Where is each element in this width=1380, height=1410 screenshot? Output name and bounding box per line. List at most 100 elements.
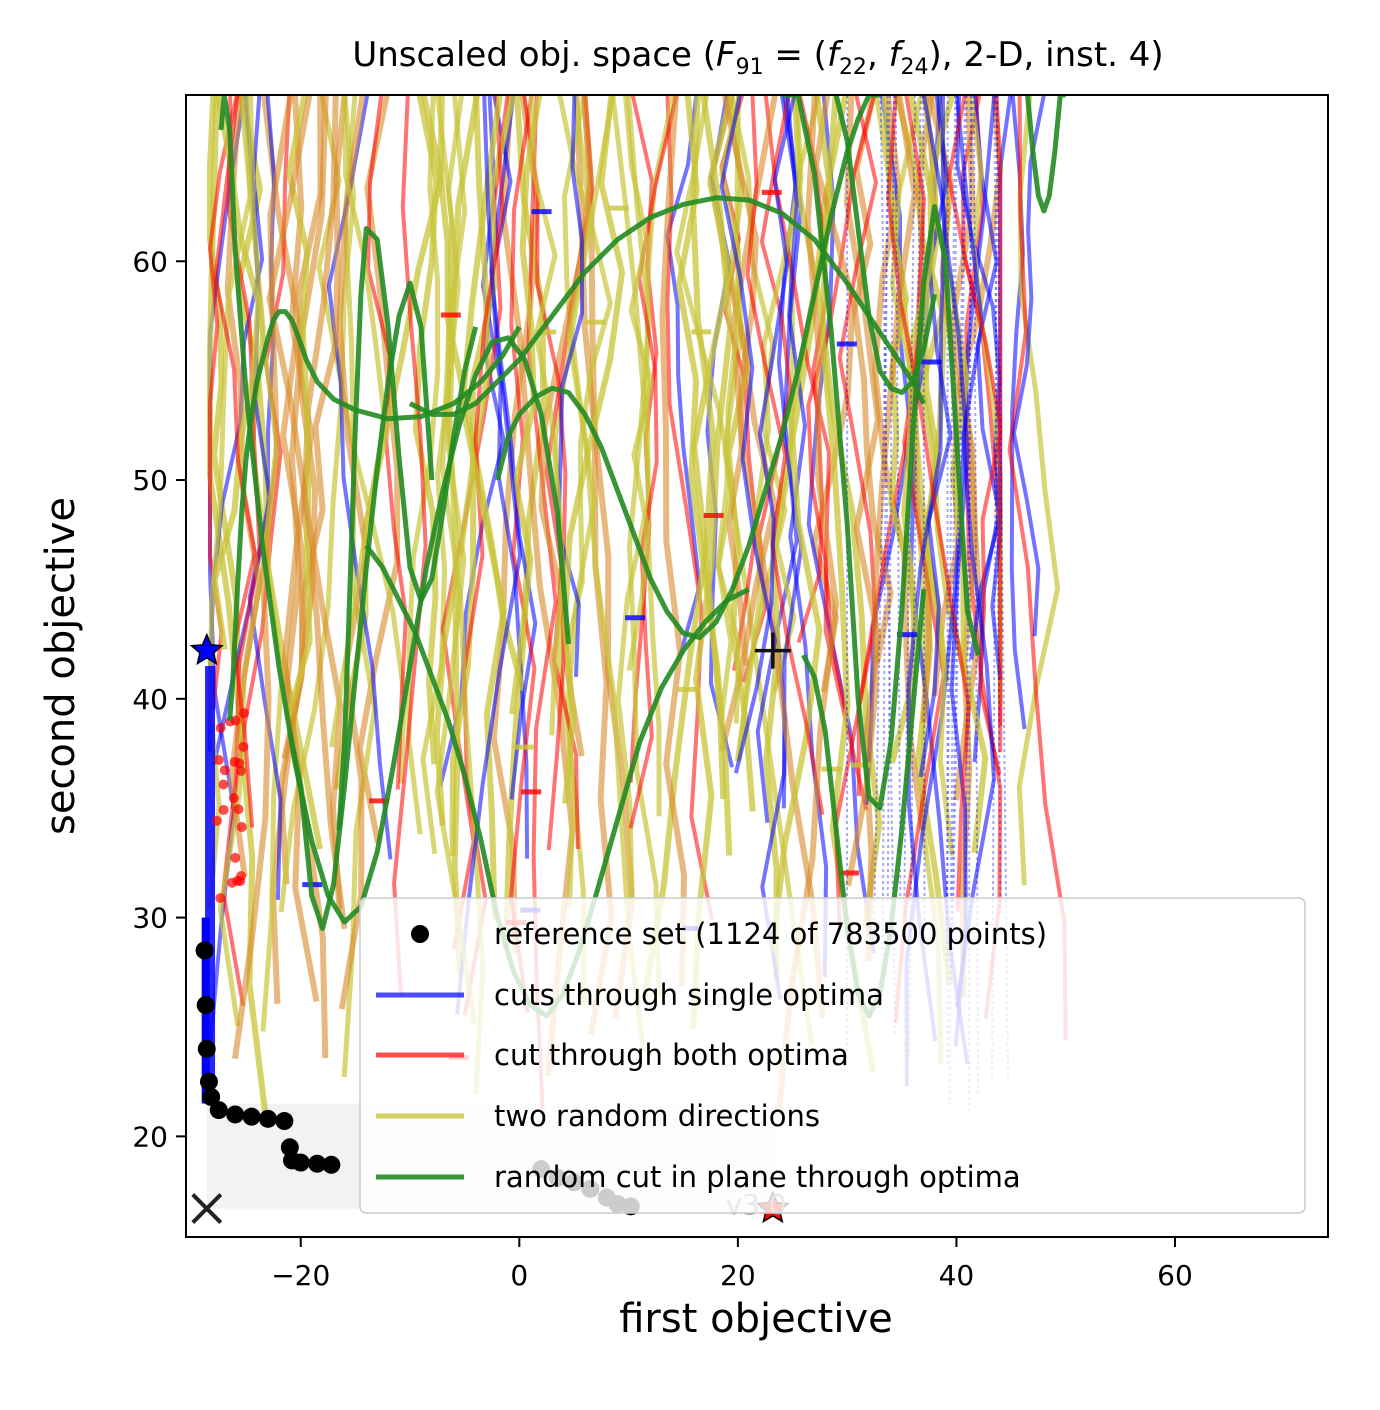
cut-line <box>207 95 253 908</box>
reference-point <box>291 1153 310 1172</box>
cut-line <box>213 95 257 828</box>
reference-point <box>308 1154 327 1173</box>
legend-label-plane-cut: random cut in plane through optima <box>494 1160 1021 1194</box>
reference-point <box>322 1155 341 1174</box>
both-optima-dot <box>235 876 246 887</box>
cut-line <box>522 95 568 851</box>
cut-line <box>434 95 477 1026</box>
cut-line <box>489 95 538 800</box>
cut-line <box>844 95 882 962</box>
cut-line <box>665 95 702 658</box>
ideal-point-marker <box>191 1193 223 1224</box>
cut-line <box>785 95 829 978</box>
plane-cut-line <box>408 195 926 417</box>
cut-line <box>557 95 613 652</box>
legend-label-random-directions: two random directions <box>494 1099 820 1133</box>
legend-marker-reference <box>411 925 429 943</box>
cut-line <box>813 95 894 665</box>
reference-point <box>242 1107 261 1126</box>
cut-line <box>806 95 876 954</box>
dotted-cut-line <box>922 95 926 960</box>
cut-line <box>301 95 348 930</box>
dotted-cut-line <box>993 95 1002 917</box>
legend-label-both-optima: cut through both optima <box>494 1038 849 1072</box>
cut-line <box>954 95 996 1008</box>
cut-line <box>719 95 777 823</box>
cut-line <box>562 95 598 907</box>
both-optima-dot <box>213 754 224 765</box>
cut-line <box>946 95 1003 753</box>
cut-line <box>561 95 625 804</box>
both-optima-dot <box>215 893 226 904</box>
reference-point <box>195 941 214 960</box>
cut-line <box>733 95 797 774</box>
plane-cut-line <box>218 95 571 925</box>
dotted-cut-line <box>951 95 968 962</box>
cut-line <box>890 95 955 857</box>
y-tick-label: 30 <box>132 902 168 935</box>
x-axis: −20 0 20 40 60 <box>271 1237 1193 1292</box>
cut-line <box>281 95 320 1002</box>
y-axis-label: second objective <box>38 497 84 835</box>
y-tick-label: 20 <box>132 1120 168 1153</box>
cut-line <box>845 95 918 887</box>
cut-line <box>1011 95 1046 637</box>
cut-line <box>623 95 654 672</box>
legend-label-single-optima: cuts through single optima <box>494 978 884 1012</box>
plane-cut-line <box>833 95 938 395</box>
plane-cut-line <box>781 95 981 811</box>
cut-line <box>528 95 566 736</box>
both-optima-dot <box>236 822 247 833</box>
plot-area <box>189 95 1068 1224</box>
both-optima-dot <box>211 815 222 826</box>
cut-line <box>690 95 734 1030</box>
x-tick-label: 0 <box>510 1259 528 1292</box>
dotted-cut-line <box>990 95 999 1079</box>
cut-line <box>730 95 826 1019</box>
random-direction-lines <box>207 95 1068 1115</box>
both-optima-dot <box>234 758 245 769</box>
cut-line <box>282 95 329 1059</box>
cut-line <box>676 95 733 856</box>
y-tick-label: 60 <box>132 245 168 278</box>
cut-line <box>1007 95 1068 1041</box>
cut-line <box>659 95 687 987</box>
dotted-cut-line <box>907 95 922 1059</box>
reference-point <box>226 1105 245 1124</box>
plane-cut-line <box>495 95 880 641</box>
cut-line <box>625 95 662 997</box>
cut-line <box>837 95 878 797</box>
cut-line <box>641 95 716 999</box>
both-optima-dot <box>215 722 226 733</box>
cut-line <box>459 95 507 920</box>
both-optima-dot <box>233 804 244 815</box>
both-optima-dot <box>218 804 229 815</box>
reference-point <box>199 1072 218 1091</box>
cut-line <box>392 95 428 996</box>
plane-cut-line <box>287 280 435 931</box>
plane-cut-line <box>1025 95 1066 214</box>
cut-line <box>462 95 505 1016</box>
cut-line <box>232 95 294 1060</box>
dotted-cut-line <box>945 95 957 964</box>
cut-line <box>674 95 742 724</box>
y-tick-label: 40 <box>132 683 168 716</box>
cut-line <box>285 95 313 721</box>
y-axis: 20 30 40 50 60 <box>132 245 186 1153</box>
both-optima-dot <box>219 765 230 776</box>
cut-line <box>207 95 242 672</box>
plot-frame <box>185 94 1329 1238</box>
dotted-cut-line <box>872 95 891 938</box>
cut-line <box>509 95 543 715</box>
chart-title: Unscaled obj. space (F91 = (f22, f24), 2… <box>352 35 1163 80</box>
both-optima-dot <box>238 741 249 752</box>
cut-line <box>449 95 516 857</box>
reference-point <box>209 1101 228 1120</box>
reference-point <box>202 1087 221 1106</box>
both-optima-dot <box>227 877 238 888</box>
cut-line <box>931 95 1004 697</box>
legend-label-reference: reference set (1124 of 783500 points) <box>494 917 1047 951</box>
x-axis-label: first objective <box>619 1296 893 1342</box>
cut-line <box>508 95 537 1013</box>
